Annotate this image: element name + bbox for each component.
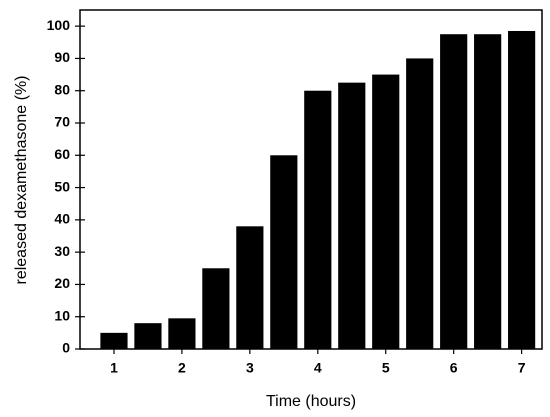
y-tick-label: 100 (47, 17, 71, 33)
bar (202, 268, 230, 349)
x-tick-label: 1 (110, 360, 118, 376)
bar (270, 155, 298, 349)
y-tick-label: 50 (54, 178, 70, 194)
bar (168, 318, 196, 349)
x-tick-label: 2 (178, 360, 186, 376)
bar (338, 82, 366, 350)
x-tick-label: 6 (450, 360, 458, 376)
x-tick-label: 7 (518, 360, 526, 376)
bar (134, 323, 162, 349)
y-tick-label: 70 (54, 114, 70, 130)
y-tick-label: 0 (62, 340, 70, 356)
bar (508, 30, 536, 349)
y-tick-label: 20 (54, 275, 70, 291)
y-axis-label: released dexamethasone (%) (13, 75, 30, 284)
y-tick-label: 40 (54, 211, 70, 227)
y-tick-label: 10 (54, 307, 70, 323)
x-axis-label: Time (hours) (266, 393, 356, 410)
x-tick-label: 3 (246, 360, 254, 376)
bar (372, 74, 400, 350)
y-tick-label: 90 (54, 49, 70, 65)
bar (406, 58, 434, 350)
x-tick-label: 5 (382, 360, 390, 376)
bar (100, 332, 128, 349)
plot-frame (79, 9, 543, 350)
bar (236, 226, 264, 349)
bar (440, 34, 468, 349)
y-tick-label: 60 (54, 146, 70, 162)
y-tick-label: 80 (54, 81, 70, 97)
x-tick-label: 4 (314, 360, 322, 376)
bar (304, 90, 332, 349)
y-tick-label: 30 (54, 243, 70, 259)
bar (474, 34, 502, 349)
